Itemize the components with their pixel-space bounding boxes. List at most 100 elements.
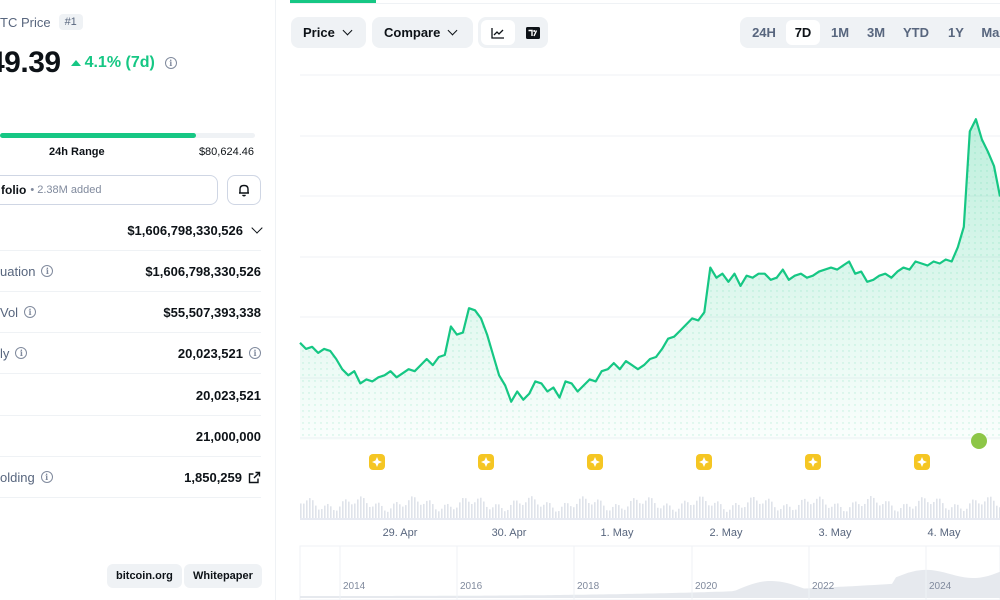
range-24h-fill bbox=[0, 133, 197, 138]
volume-bar bbox=[795, 509, 797, 518]
overview-navigator[interactable]: 2014 2016 2018 2020 2022 2024 bbox=[299, 545, 1000, 600]
volume-bar bbox=[975, 500, 977, 518]
range-24h-label: 24h Range bbox=[49, 146, 105, 158]
compare-dropdown[interactable]: Compare bbox=[372, 17, 473, 48]
chart-type-toggle bbox=[478, 17, 548, 48]
volume-bar bbox=[402, 506, 404, 518]
stat-value-text: $1,606,798,330,526 bbox=[127, 222, 243, 238]
volume-bar bbox=[360, 496, 362, 518]
volume-bar bbox=[690, 505, 692, 518]
x-axis-tick-label: 2. May bbox=[709, 527, 743, 539]
volume-bar bbox=[564, 502, 566, 518]
event-marker-icon[interactable] bbox=[696, 454, 712, 470]
overview-year-label: 2022 bbox=[812, 581, 835, 592]
volume-bar bbox=[594, 502, 596, 518]
volume-bar bbox=[642, 503, 644, 518]
volume-bar bbox=[984, 501, 986, 518]
range-max-button[interactable]: Max bbox=[981, 25, 1000, 40]
volume-bar bbox=[693, 504, 695, 518]
info-icon[interactable]: i bbox=[164, 57, 177, 69]
volume-bar bbox=[462, 498, 464, 518]
volume-bar bbox=[633, 498, 635, 518]
volume-bar bbox=[678, 508, 680, 518]
external-link-icon[interactable] bbox=[248, 471, 261, 484]
volume-bar bbox=[966, 508, 968, 518]
volume-bar bbox=[732, 505, 734, 518]
chart-tab-indicator bbox=[290, 0, 376, 3]
volume-bar bbox=[960, 508, 962, 518]
info-icon[interactable]: i bbox=[15, 347, 28, 359]
volume-bar bbox=[315, 505, 317, 518]
volume-bar bbox=[987, 497, 989, 518]
news-marker-icon[interactable] bbox=[971, 433, 987, 449]
volume-bar bbox=[876, 502, 878, 518]
volume-bar bbox=[468, 501, 470, 518]
price-dropdown[interactable]: Price bbox=[291, 17, 366, 48]
range-3m-button[interactable]: 3M bbox=[866, 25, 886, 40]
volume-bar bbox=[849, 507, 851, 518]
info-icon[interactable]: i bbox=[249, 347, 261, 359]
volume-bar bbox=[723, 509, 725, 518]
volume-bar bbox=[519, 503, 521, 518]
volume-bar bbox=[399, 504, 401, 518]
volume-bar bbox=[405, 505, 407, 518]
line-chart-button[interactable] bbox=[481, 20, 515, 45]
stat-label-text: Vol bbox=[0, 304, 19, 320]
range-1m-button[interactable]: 1M bbox=[830, 25, 850, 40]
stat-value: $1,606,798,330,526 bbox=[145, 264, 261, 279]
range-24h-button[interactable]: 24H bbox=[752, 25, 776, 40]
volume-bar bbox=[777, 510, 779, 518]
add-to-portfolio-button[interactable]: folio • 2.38M added bbox=[0, 175, 218, 205]
whitepaper-link[interactable]: Whitepaper bbox=[184, 564, 262, 588]
event-marker-icon[interactable] bbox=[914, 454, 930, 470]
volume-bar bbox=[639, 503, 641, 518]
volume-bar bbox=[969, 503, 971, 518]
volume-bar bbox=[711, 505, 713, 518]
event-marker-icon[interactable] bbox=[369, 454, 385, 470]
overview-year-label: 2020 bbox=[695, 581, 718, 592]
volume-bar bbox=[870, 496, 872, 518]
info-icon[interactable]: i bbox=[24, 306, 37, 318]
volume-bar bbox=[636, 499, 638, 518]
range-7d-button[interactable]: 7D bbox=[786, 20, 820, 45]
stat-value-text: 1,850,259 bbox=[184, 469, 242, 485]
stat-row: Vol i $55,507,393,338 bbox=[0, 292, 261, 333]
website-link[interactable]: bitcoin.org bbox=[107, 564, 182, 588]
volume-bar bbox=[516, 500, 518, 518]
volume-bar bbox=[768, 498, 770, 518]
volume-bar bbox=[978, 503, 980, 518]
range-ytd-button[interactable]: YTD bbox=[903, 25, 929, 40]
volume-bar bbox=[936, 498, 938, 518]
volume-bar bbox=[651, 498, 653, 518]
volume-bar bbox=[552, 507, 554, 518]
event-marker-icon[interactable] bbox=[805, 454, 821, 470]
volume-bar bbox=[567, 503, 569, 518]
stat-label: uation i bbox=[0, 263, 54, 279]
volume-bar bbox=[414, 497, 416, 518]
info-icon[interactable]: i bbox=[40, 471, 53, 483]
stat-label-text: uation bbox=[0, 263, 36, 279]
volume-bar bbox=[390, 508, 392, 518]
volume-bar bbox=[525, 502, 527, 518]
volume-bar bbox=[720, 504, 722, 518]
stat-label-text: olding bbox=[0, 469, 35, 485]
volume-bar bbox=[750, 497, 752, 518]
stat-value-text: $1,606,798,330,526 bbox=[145, 263, 261, 279]
range-1y-button[interactable]: 1Y bbox=[948, 25, 964, 40]
tradingview-button[interactable] bbox=[520, 20, 545, 45]
volume-bar bbox=[756, 500, 758, 518]
price-alert-button[interactable] bbox=[227, 175, 261, 205]
stat-label-text: ly bbox=[0, 345, 10, 361]
volume-bar bbox=[867, 499, 869, 518]
volume-bar bbox=[327, 503, 329, 518]
info-icon[interactable]: i bbox=[41, 265, 54, 277]
volume-bar bbox=[396, 502, 398, 518]
volume-bar bbox=[393, 503, 395, 518]
volume-bar bbox=[579, 498, 581, 518]
event-marker-icon[interactable] bbox=[478, 454, 494, 470]
event-marker-icon[interactable] bbox=[587, 454, 603, 470]
volume-bar bbox=[981, 504, 983, 518]
volume-bar bbox=[432, 504, 434, 518]
price-row: 49.39 4.1% (7d) i bbox=[0, 46, 177, 80]
